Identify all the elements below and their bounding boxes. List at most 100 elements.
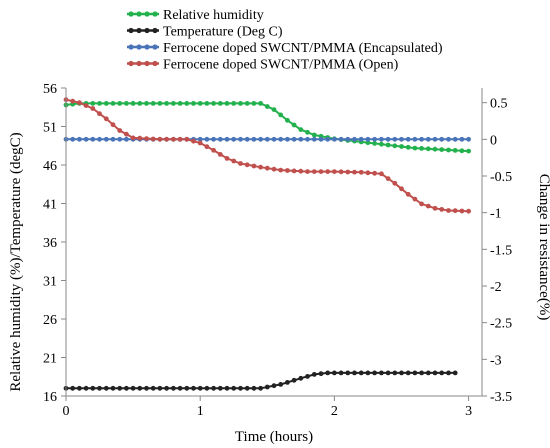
data-point — [204, 101, 210, 106]
y-right-tick-label: -2 — [490, 280, 502, 295]
data-point — [372, 370, 377, 376]
data-point — [90, 385, 96, 391]
data-point — [117, 128, 123, 133]
data-point — [110, 101, 116, 106]
data-point — [385, 370, 391, 376]
x-tick-label: 0 — [63, 404, 70, 419]
data-point — [70, 385, 76, 391]
series-0 — [63, 101, 471, 154]
data-point — [130, 135, 136, 141]
data-point — [150, 101, 156, 106]
data-point — [103, 116, 109, 122]
plot-area — [63, 97, 471, 391]
data-point — [137, 385, 143, 391]
data-point — [70, 98, 76, 104]
data-point — [392, 136, 398, 142]
data-point — [432, 136, 438, 142]
data-point — [144, 136, 149, 142]
data-point — [251, 385, 257, 391]
data-point — [452, 136, 458, 142]
data-point — [385, 142, 391, 148]
data-point — [298, 127, 304, 132]
data-point — [352, 136, 357, 142]
data-point — [298, 136, 304, 142]
data-point — [358, 169, 364, 175]
data-point — [124, 131, 129, 137]
data-point — [311, 136, 317, 142]
legend-swatch-marker — [128, 60, 134, 67]
data-point — [399, 370, 404, 376]
series-3 — [63, 97, 471, 214]
data-point — [278, 167, 284, 173]
series-line — [65, 102, 469, 153]
data-point — [137, 101, 143, 106]
data-point — [117, 385, 123, 391]
data-point — [144, 385, 149, 391]
data-point — [345, 370, 351, 376]
y-left-tick-label: 56 — [43, 82, 57, 97]
legend-swatch-marker — [152, 44, 158, 50]
data-point — [291, 377, 297, 383]
data-point — [385, 136, 391, 142]
data-point — [379, 171, 384, 177]
data-point — [224, 101, 230, 106]
y-left-tick-label: 41 — [43, 198, 57, 213]
data-point — [278, 136, 284, 142]
data-point — [224, 385, 230, 391]
data-point — [345, 169, 351, 175]
data-point — [325, 370, 331, 376]
data-point — [405, 144, 411, 150]
data-point — [90, 106, 96, 111]
data-point — [271, 383, 277, 389]
data-point — [446, 147, 451, 153]
data-point — [184, 136, 190, 142]
y-right-tick-label: 0.5 — [490, 97, 508, 112]
data-point — [70, 136, 76, 142]
data-point — [150, 136, 156, 142]
legend-swatch-marker — [144, 11, 150, 17]
data-point — [466, 208, 471, 214]
data-point — [399, 186, 404, 192]
data-point — [177, 136, 183, 142]
data-point — [244, 101, 250, 106]
legend-swatch-marker — [144, 44, 150, 50]
data-point — [238, 161, 243, 166]
data-point — [291, 168, 297, 174]
data-point — [459, 208, 465, 214]
data-point — [452, 208, 458, 214]
legend-swatch-marker — [152, 60, 158, 67]
data-point — [365, 136, 371, 142]
data-point — [278, 382, 284, 387]
data-point — [439, 147, 445, 153]
legend-swatch-marker — [144, 60, 150, 67]
data-point — [432, 205, 438, 211]
data-point — [298, 168, 304, 174]
data-point — [197, 136, 203, 142]
data-point — [439, 370, 445, 376]
data-point — [197, 140, 203, 146]
data-point — [124, 101, 129, 106]
data-point — [338, 136, 344, 142]
data-point — [372, 141, 377, 146]
legend-swatch-marker — [136, 44, 142, 50]
data-point — [157, 136, 163, 142]
data-point — [177, 385, 183, 391]
y-left-tick-label: 21 — [43, 352, 57, 367]
data-point — [338, 169, 344, 175]
legend-label: Ferrocene doped SWCNT/PMMA (Encapsulated… — [163, 41, 443, 56]
data-point — [191, 385, 196, 391]
data-point — [211, 101, 217, 106]
data-point — [184, 385, 190, 391]
legend-swatch-marker — [136, 11, 142, 17]
data-point — [110, 136, 116, 142]
data-point — [211, 136, 217, 142]
y-right-tick-label: -3 — [490, 353, 502, 368]
data-point — [379, 141, 384, 147]
data-point — [97, 136, 102, 142]
data-point — [332, 136, 337, 142]
data-point — [110, 385, 116, 391]
data-point — [325, 136, 331, 142]
data-point — [238, 101, 243, 106]
